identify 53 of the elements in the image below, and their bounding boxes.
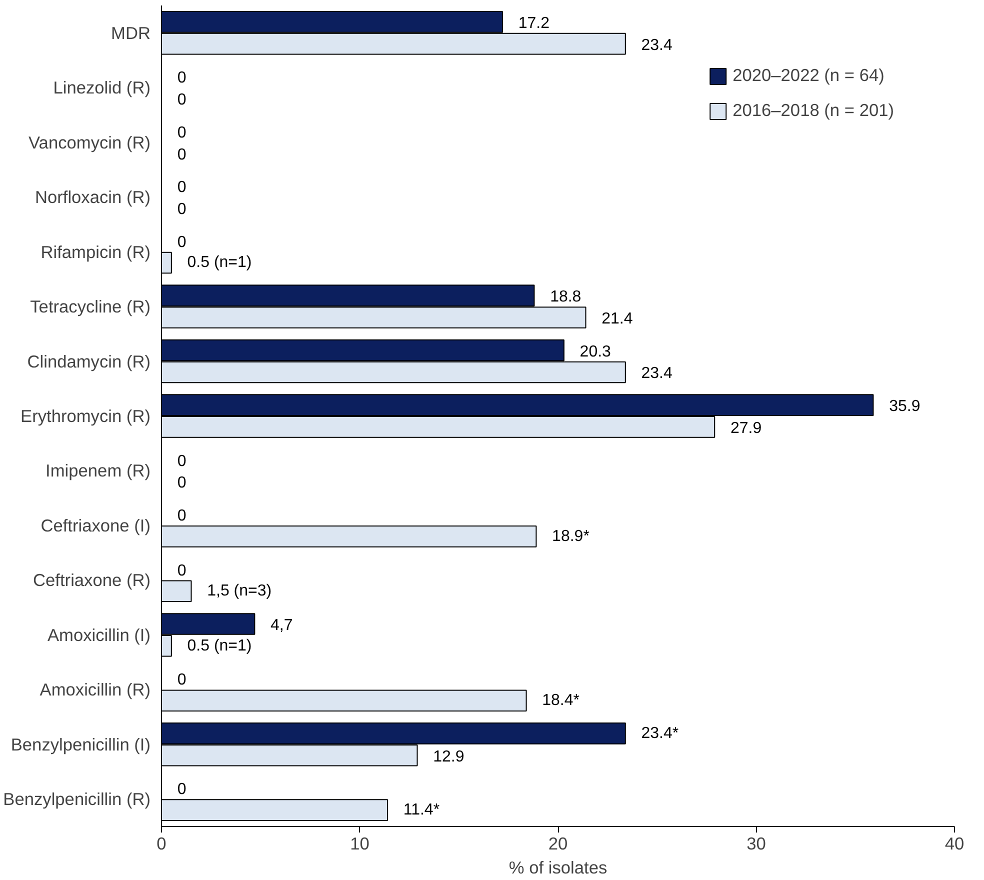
data-label: 0 xyxy=(177,672,186,689)
data-label: 23.4 xyxy=(641,365,673,382)
x-tick-label: 0 xyxy=(156,834,166,854)
x-tick-label: 30 xyxy=(746,834,766,854)
data-label: 35.9 xyxy=(889,398,920,416)
data-label: 4,7 xyxy=(270,616,293,634)
y-tick-label: Linezolid (R) xyxy=(53,78,151,98)
data-label: 12.9 xyxy=(433,748,464,766)
data-label: 21.4 xyxy=(602,310,633,328)
data-label: 0.5 (n=1) xyxy=(187,637,252,654)
y-tick-label: Ceftriaxone (I) xyxy=(40,515,151,536)
y-tick-label: Erythromycin (R) xyxy=(20,406,151,426)
y-tick-label: Benzylpenicillin (R) xyxy=(3,789,151,810)
y-tick-label: Benzylpenicillin (I) xyxy=(10,734,150,754)
y-tick-label: Vancomycin (R) xyxy=(28,132,151,152)
x-axis-title: % of isolates xyxy=(508,858,608,878)
data-label: 20.3 xyxy=(580,343,612,360)
data-label: 1,5 (n=3) xyxy=(207,582,272,600)
data-label: 23.4 xyxy=(641,36,673,54)
x-tick-label: 20 xyxy=(548,834,568,854)
data-label: 0.5 (n=1) xyxy=(187,254,252,272)
data-label: 0 xyxy=(177,562,186,580)
data-label: 0 xyxy=(177,234,186,251)
legend-label: 2016–2018 (n = 201) xyxy=(732,100,894,121)
y-tick-label: Imipenem (R) xyxy=(46,460,151,481)
y-tick-label: Ceftriaxone (R) xyxy=(33,570,151,590)
x-tick-label: 10 xyxy=(350,834,370,854)
y-tick-label: Rifampicin (R) xyxy=(40,242,151,262)
data-label: 27.9 xyxy=(730,420,762,437)
data-label: 11.4* xyxy=(403,802,440,819)
data-label: 0 xyxy=(177,781,186,798)
y-tick-label: MDR xyxy=(111,22,151,43)
x-tick-label: 40 xyxy=(944,834,964,854)
data-label: 0 xyxy=(177,201,186,218)
data-label: 18.4* xyxy=(542,692,580,710)
data-label: 0 xyxy=(177,92,186,109)
data-label: 17.2 xyxy=(518,14,550,32)
y-tick-label: Amoxicillin (R) xyxy=(40,680,151,700)
data-label: 0 xyxy=(177,474,186,492)
data-label: 18.9* xyxy=(552,528,590,545)
data-label: 0 xyxy=(177,124,186,142)
data-label: 0 xyxy=(177,179,186,196)
data-label: 0 xyxy=(177,146,186,164)
data-label: 0 xyxy=(177,70,186,87)
y-tick-label: Clindamycin (R) xyxy=(27,351,151,372)
y-tick-label: Tetracycline (R) xyxy=(30,296,150,317)
y-tick-label: Amoxicillin (I) xyxy=(47,624,151,645)
data-label: 23.4* xyxy=(641,724,679,742)
y-tick-label: Norfloxacin (R) xyxy=(34,187,151,208)
data-label: 0 xyxy=(177,508,186,525)
data-label: 0 xyxy=(177,452,186,470)
legend-label: 2020–2022 (n = 64) xyxy=(732,65,884,86)
data-label: 18.8 xyxy=(550,288,582,306)
